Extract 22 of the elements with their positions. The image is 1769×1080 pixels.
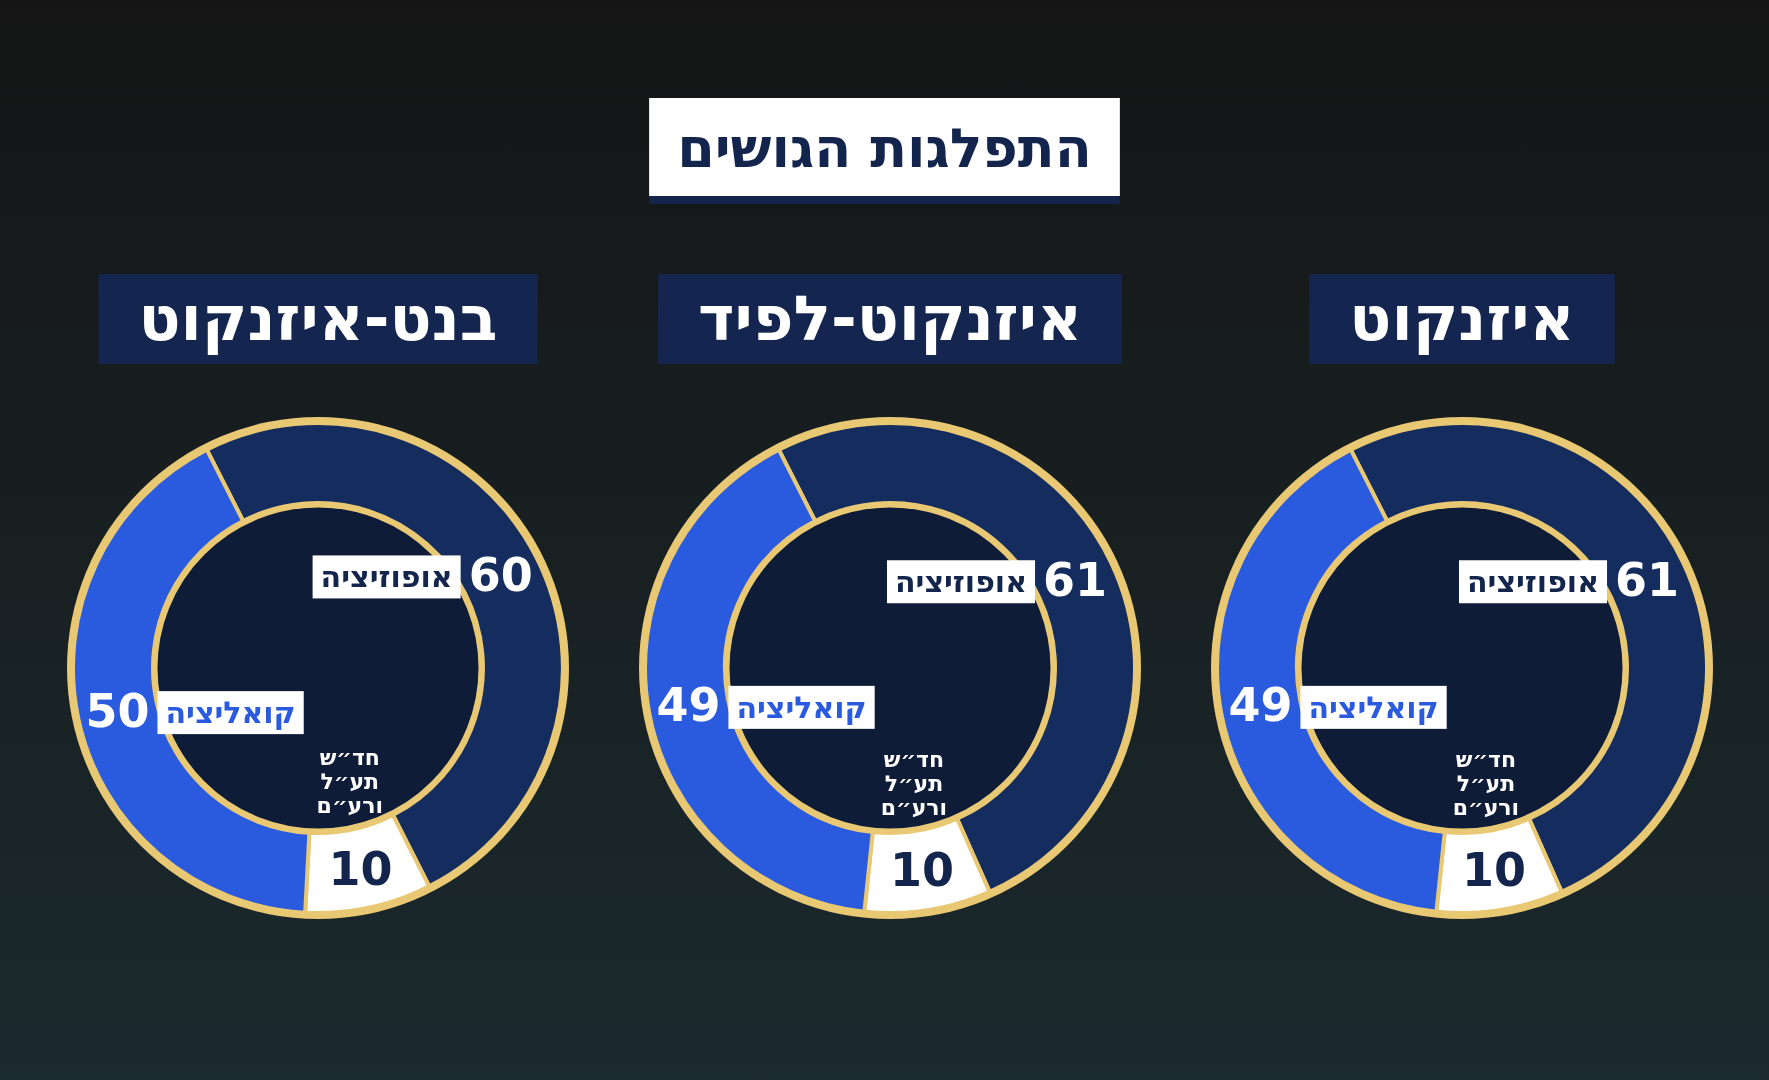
data-label: 50 bbox=[85, 683, 150, 738]
slice-label: אופוזיציה bbox=[320, 559, 453, 595]
slice-label: אופוזיציה bbox=[894, 564, 1028, 600]
data-label: 61 bbox=[1043, 552, 1108, 607]
data-label: 60 bbox=[468, 547, 533, 602]
chart-title: איזנקוט-לפיד bbox=[697, 281, 1083, 355]
chart-title: איזנקוט bbox=[1349, 281, 1575, 355]
slice-label: אופוזיציה bbox=[1466, 564, 1600, 600]
chart-title: בנט-איזנקוט bbox=[138, 281, 498, 355]
text: התפלגות הגושים bbox=[677, 116, 1092, 180]
data-label: 61 bbox=[1615, 552, 1680, 607]
slice-label: חד״ש תע״ל ורע״ם bbox=[1452, 746, 1520, 820]
slice-label: קואליציה bbox=[1308, 689, 1439, 725]
slice-label: חד״ש תע״ל ורע״ם bbox=[880, 746, 948, 820]
data-label: 10 bbox=[1462, 843, 1527, 898]
data-label: 10 bbox=[890, 843, 955, 898]
data-label: 49 bbox=[1228, 678, 1293, 733]
slice-label: חד״ש תע״ל ורע״ם bbox=[316, 745, 384, 819]
slice-label: קואליציה bbox=[165, 695, 296, 731]
slice-label: קואליציה bbox=[736, 689, 867, 725]
data-label: 49 bbox=[656, 678, 721, 733]
data-label: 10 bbox=[328, 841, 393, 896]
